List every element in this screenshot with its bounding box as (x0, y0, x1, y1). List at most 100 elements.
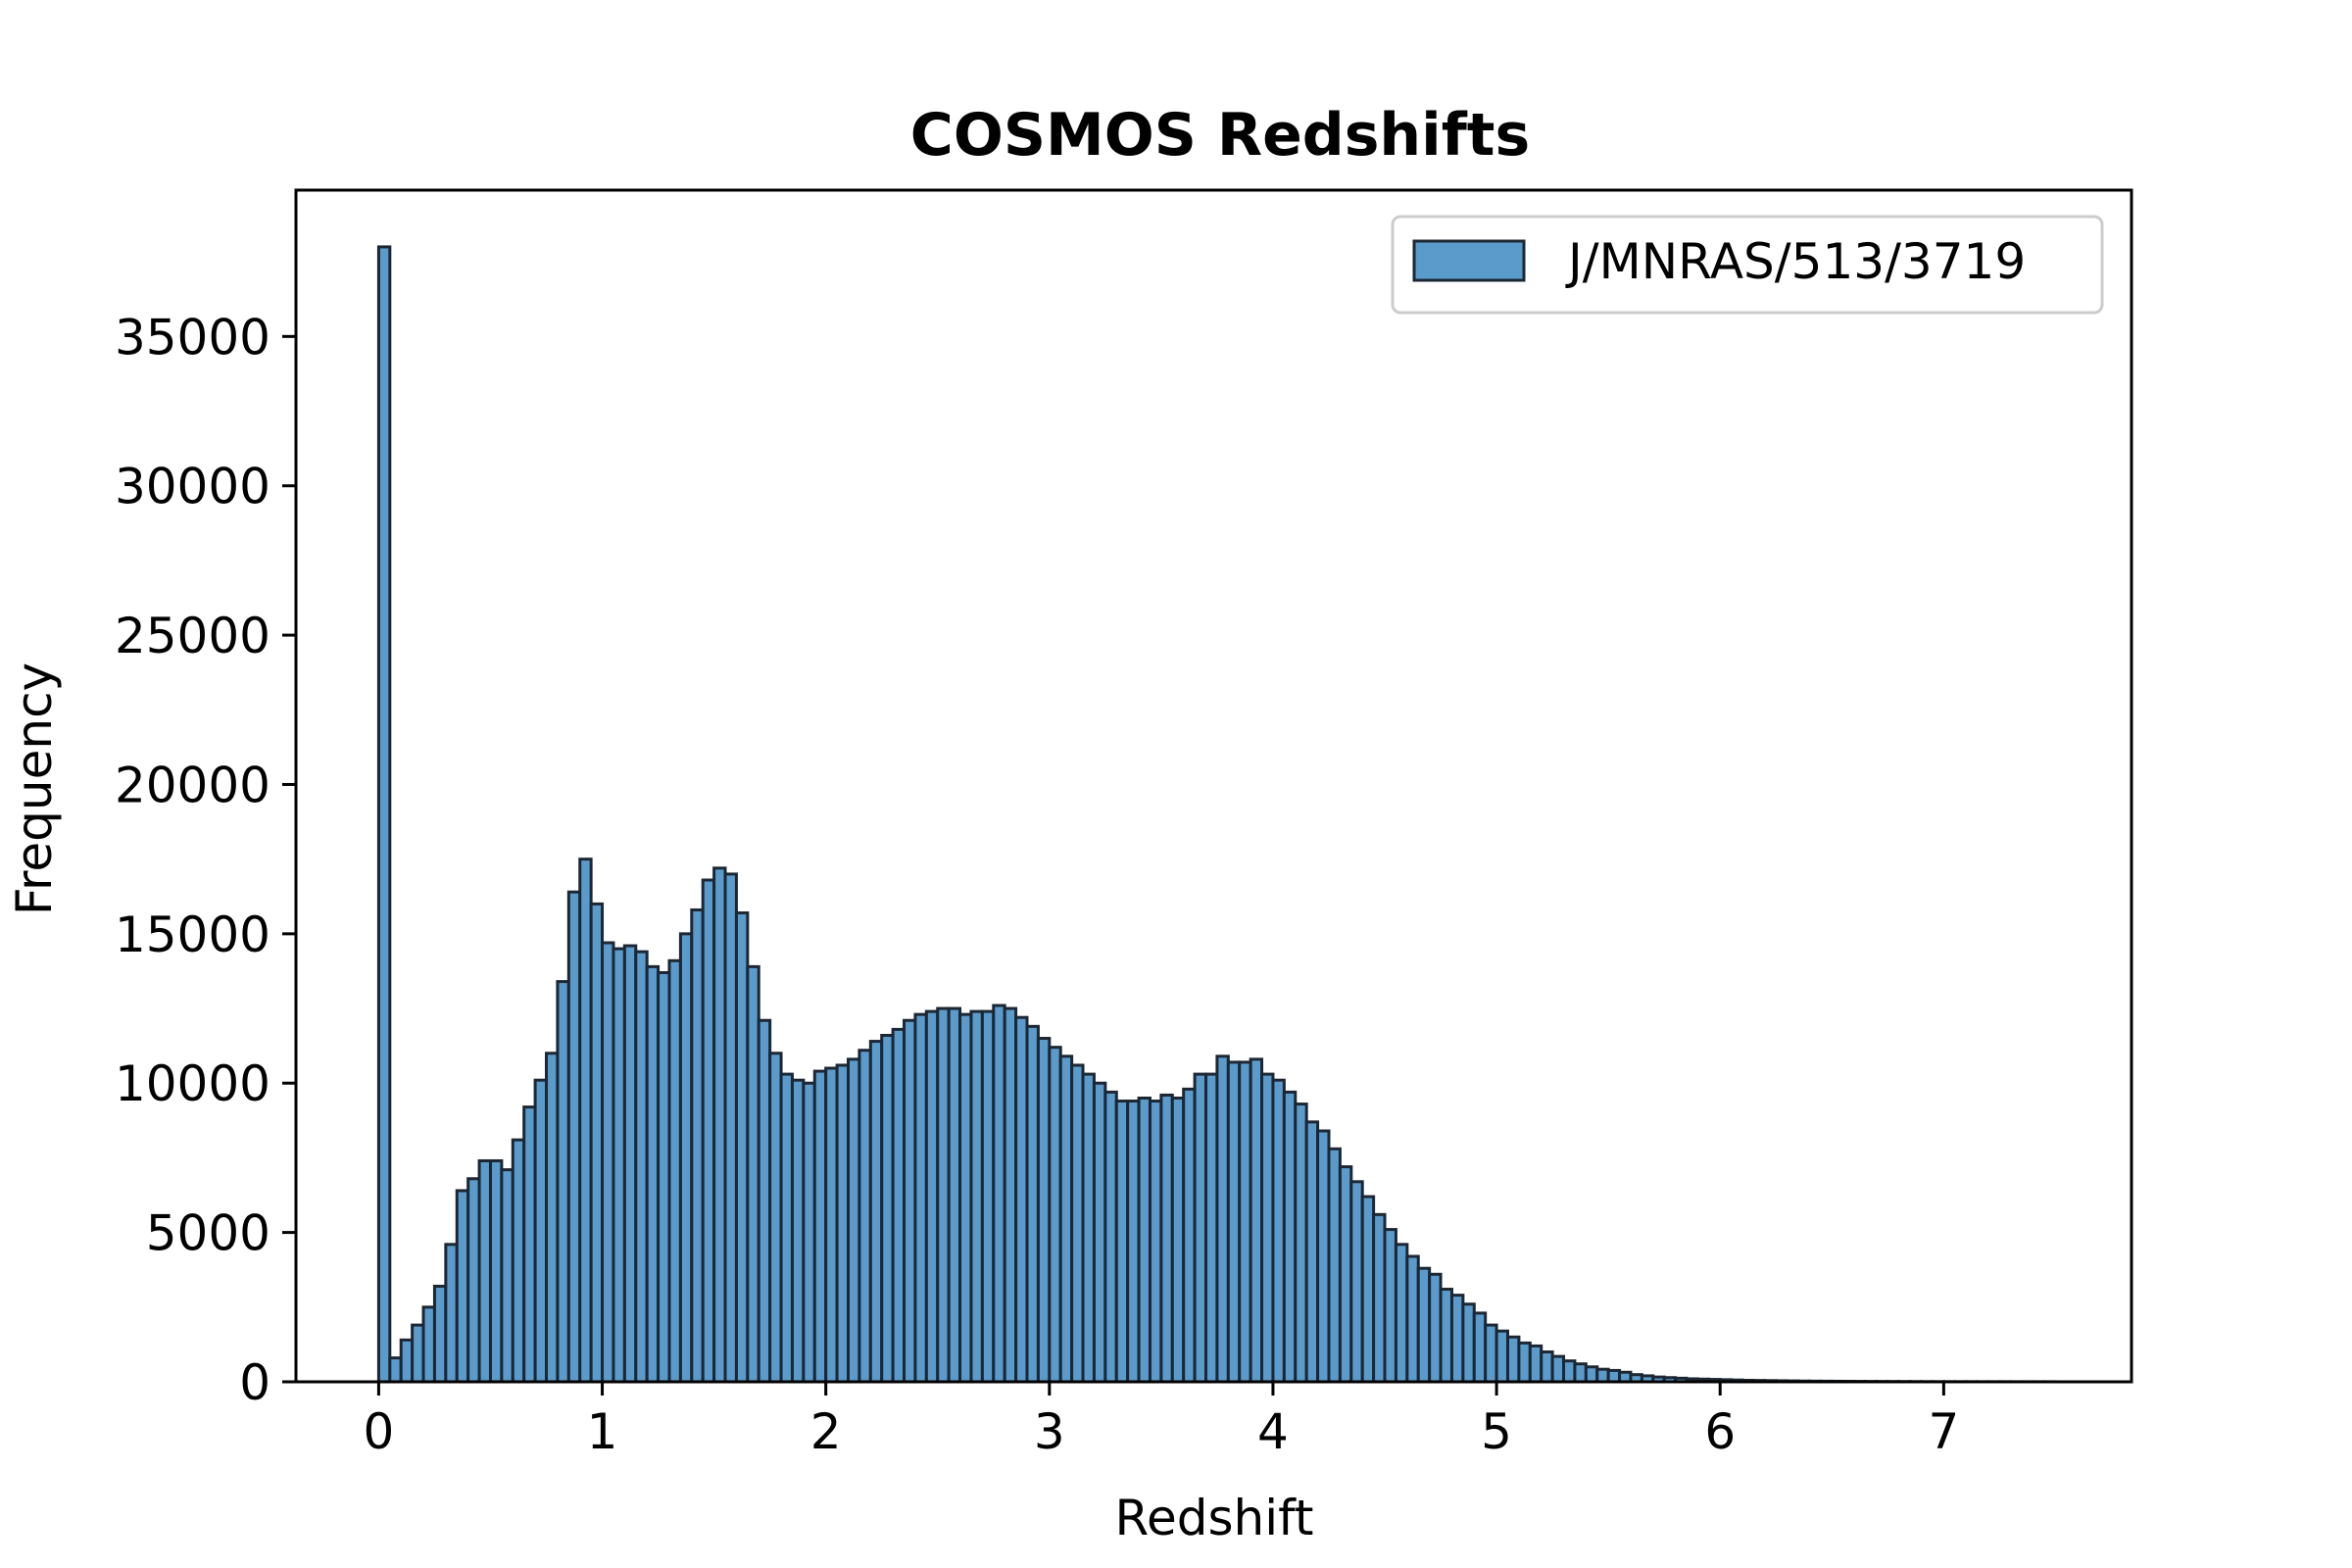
histogram-bar (432, 1284, 448, 1384)
histogram-bar (1271, 1078, 1286, 1384)
histogram-bar (578, 858, 593, 1384)
histogram-bar (399, 1338, 415, 1384)
histogram-bar (1193, 1072, 1208, 1384)
histogram-bar (667, 958, 682, 1384)
histogram-bar (1428, 1272, 1443, 1384)
x-tick-label: 3 (1034, 1403, 1065, 1460)
histogram-bar (645, 964, 661, 1384)
y-tick-label: 10000 (115, 1055, 270, 1112)
histogram-bar (1014, 1015, 1029, 1384)
histogram-bar (1562, 1359, 1577, 1384)
plot-frame (294, 188, 2133, 1384)
histogram-bar (1282, 1090, 1298, 1384)
x-tick-label: 5 (1481, 1403, 1512, 1460)
histogram-bar (1517, 1341, 1532, 1384)
histogram-bar (1070, 1063, 1085, 1384)
histogram-bar (1338, 1165, 1353, 1384)
histogram-bar (455, 1189, 470, 1384)
x-tick-label: 6 (1704, 1403, 1736, 1460)
histogram-bar (566, 890, 582, 1384)
histogram-bar (1003, 1006, 1018, 1384)
histogram-bar (622, 944, 638, 1384)
histogram-bar (1103, 1090, 1118, 1384)
histogram-bar (1494, 1329, 1509, 1384)
histogram-bar (1416, 1266, 1432, 1384)
histogram-bar (388, 1356, 403, 1384)
histogram-bar (1316, 1129, 1331, 1384)
y-tick-label: 35000 (115, 309, 270, 366)
histogram-bar (723, 872, 738, 1384)
histogram-bar (880, 1033, 895, 1384)
histogram-bar (768, 1052, 783, 1384)
histogram-bar (1114, 1100, 1130, 1384)
histogram-bar (757, 1018, 772, 1384)
histogram-bar (790, 1078, 806, 1384)
histogram-bar (992, 1004, 1006, 1384)
x-tick-label: 2 (810, 1403, 842, 1460)
histogram-bar (1081, 1072, 1096, 1384)
y-tick-label: 0 (239, 1354, 270, 1411)
x-tick-label: 4 (1257, 1403, 1289, 1460)
histogram-bar (1137, 1096, 1152, 1384)
histogram-bar (1405, 1254, 1420, 1384)
y-axis-label: Frequency (6, 662, 63, 915)
histogram-bar (858, 1049, 872, 1384)
histogram-bar (812, 1069, 828, 1384)
legend-box (1391, 215, 2104, 315)
histogram-bar (1383, 1228, 1397, 1384)
histogram-bar (1540, 1350, 1554, 1384)
histogram-bar (1550, 1354, 1566, 1384)
histogram-bar (1484, 1323, 1498, 1384)
histogram-bar (589, 902, 605, 1384)
histogram-bar (746, 964, 760, 1384)
histogram-bar (612, 947, 626, 1384)
histogram-bar (1159, 1093, 1174, 1384)
x-axis-ticks: 0 1 2 3 4 5 6 7 (364, 1382, 1959, 1460)
x-tick-label: 1 (587, 1403, 618, 1460)
histogram-bar (779, 1072, 794, 1384)
histogram-bar (1505, 1335, 1521, 1384)
histogram-bar (1360, 1195, 1376, 1384)
y-tick-label: 25000 (115, 608, 270, 664)
histogram-bar (444, 1243, 459, 1384)
histogram-bar (1349, 1180, 1364, 1384)
legend: J/MNRAS/513/3719 (1391, 215, 2104, 315)
histogram-bar (1449, 1294, 1465, 1384)
histogram-bar (488, 1158, 504, 1384)
histogram-bar (1606, 1368, 1622, 1384)
histogram-bar (690, 907, 705, 1384)
histogram-bar (678, 932, 694, 1384)
chart-title: COSMOS Redshifts (910, 101, 1530, 170)
histogram-bar (376, 245, 392, 1384)
histogram-bar (411, 1323, 425, 1384)
histogram-bar (1092, 1081, 1107, 1384)
histogram-bar (1182, 1087, 1197, 1384)
histogram-bar (958, 1012, 973, 1384)
histogram-bar (1461, 1302, 1476, 1384)
histogram-bar (1204, 1072, 1219, 1384)
histogram-bar (1058, 1054, 1074, 1384)
histogram-bar (1584, 1365, 1599, 1384)
histogram-bar (712, 866, 727, 1384)
histogram-bar (1036, 1037, 1052, 1384)
y-tick-label: 5000 (146, 1205, 270, 1262)
histogram-bar (545, 1052, 560, 1384)
x-tick-label: 0 (364, 1403, 395, 1460)
y-tick-label: 15000 (115, 906, 270, 963)
histogram-bar (1439, 1288, 1453, 1384)
histogram-bar (1528, 1344, 1544, 1384)
histogram-bar (969, 1009, 984, 1384)
histogram-bar (466, 1177, 481, 1384)
histogram-bar (634, 950, 649, 1384)
histogram-bar (1238, 1060, 1252, 1384)
histogram-bar (601, 941, 615, 1384)
histogram-bar (913, 1012, 928, 1384)
histogram-bar (1304, 1120, 1320, 1384)
histogram-bar (511, 1138, 526, 1384)
histogram-bar (1226, 1060, 1242, 1384)
histogram-bar (1294, 1102, 1308, 1384)
histogram-bar (1260, 1072, 1275, 1384)
histogram-bar (1025, 1024, 1040, 1384)
histogram-bar (947, 1006, 962, 1384)
legend-label: J/MNRAS/513/3719 (1565, 233, 2026, 290)
